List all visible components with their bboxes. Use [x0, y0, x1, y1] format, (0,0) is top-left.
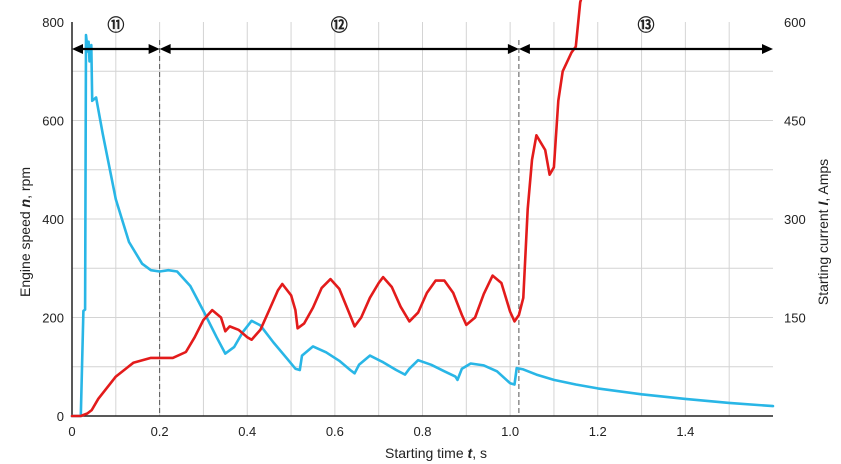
- phase-arrow-head-left: [159, 44, 171, 54]
- y-right-tick-labels: 150 300 450 600: [784, 15, 806, 326]
- y-left-axis-title: Engine speed n, rpm: [17, 167, 33, 297]
- grid: [72, 22, 773, 416]
- series-lines: [70, 0, 775, 418]
- x-tick-label: 0.6: [326, 424, 344, 439]
- x-axis-title: Starting time t, s: [385, 445, 487, 461]
- x-tick-labels: 0 0.2 0.4 0.6 0.8 1.0 1.2 1.4: [68, 424, 694, 439]
- phase-arrow-head-right: [148, 44, 160, 54]
- y-left-axis-title-post: , rpm: [17, 167, 33, 199]
- y-left-tick-label: 600: [42, 114, 64, 129]
- phase-arrow-head-right: [762, 44, 773, 54]
- x-axis-title-var: t: [468, 445, 474, 461]
- y-right-axis-title-pre: Starting current: [815, 206, 831, 306]
- speed-series-line: [70, 0, 583, 418]
- x-tick-label: 0.2: [151, 424, 169, 439]
- x-tick-label: 0.8: [413, 424, 431, 439]
- y-right-axis-title: Starting current I, Amps: [815, 159, 831, 305]
- x-tick-label: 1.0: [501, 424, 519, 439]
- phase-label: ⑫: [331, 15, 348, 35]
- y-right-tick-label: 600: [784, 15, 806, 30]
- x-tick-label: 1.2: [589, 424, 607, 439]
- y-left-tick-label: 800: [42, 15, 64, 30]
- x-tick-label: 0: [68, 424, 75, 439]
- y-left-axis-title-var: n: [17, 199, 33, 208]
- y-right-tick-label: 150: [784, 311, 806, 326]
- phase-arrows: [72, 44, 773, 54]
- x-tick-label: 0.4: [238, 424, 256, 439]
- y-left-tick-label: 400: [42, 212, 64, 227]
- current-series-line: [70, 33, 775, 418]
- y-left-tick-label: 0: [57, 409, 64, 424]
- phase-boundaries: [159, 40, 520, 416]
- y-right-tick-label: 300: [784, 212, 806, 227]
- phase-labels: ⑪ ⑫ ⑬: [107, 15, 654, 35]
- phase-label: ⑪: [107, 15, 124, 35]
- x-tick-label: 1.4: [676, 424, 694, 439]
- phase-label: ⑬: [637, 15, 654, 35]
- x-axis-title-pre: Starting time: [385, 445, 467, 461]
- axes: [71, 22, 773, 417]
- y-right-axis-title-post: , Amps: [815, 159, 831, 202]
- phase-arrow-head-right: [507, 44, 519, 54]
- y-left-tick-label: 200: [42, 311, 64, 326]
- x-axis-title-post: , s: [472, 445, 487, 461]
- phase-arrow-head-left: [72, 44, 83, 54]
- phase-arrow-head-left: [518, 44, 530, 54]
- y-left-tick-labels: 0 200 400 600 800: [42, 15, 64, 424]
- y-left-axis-title-pre: Engine speed: [17, 207, 33, 297]
- y-right-axis-title-var: I: [815, 201, 831, 206]
- y-right-tick-label: 450: [784, 114, 806, 129]
